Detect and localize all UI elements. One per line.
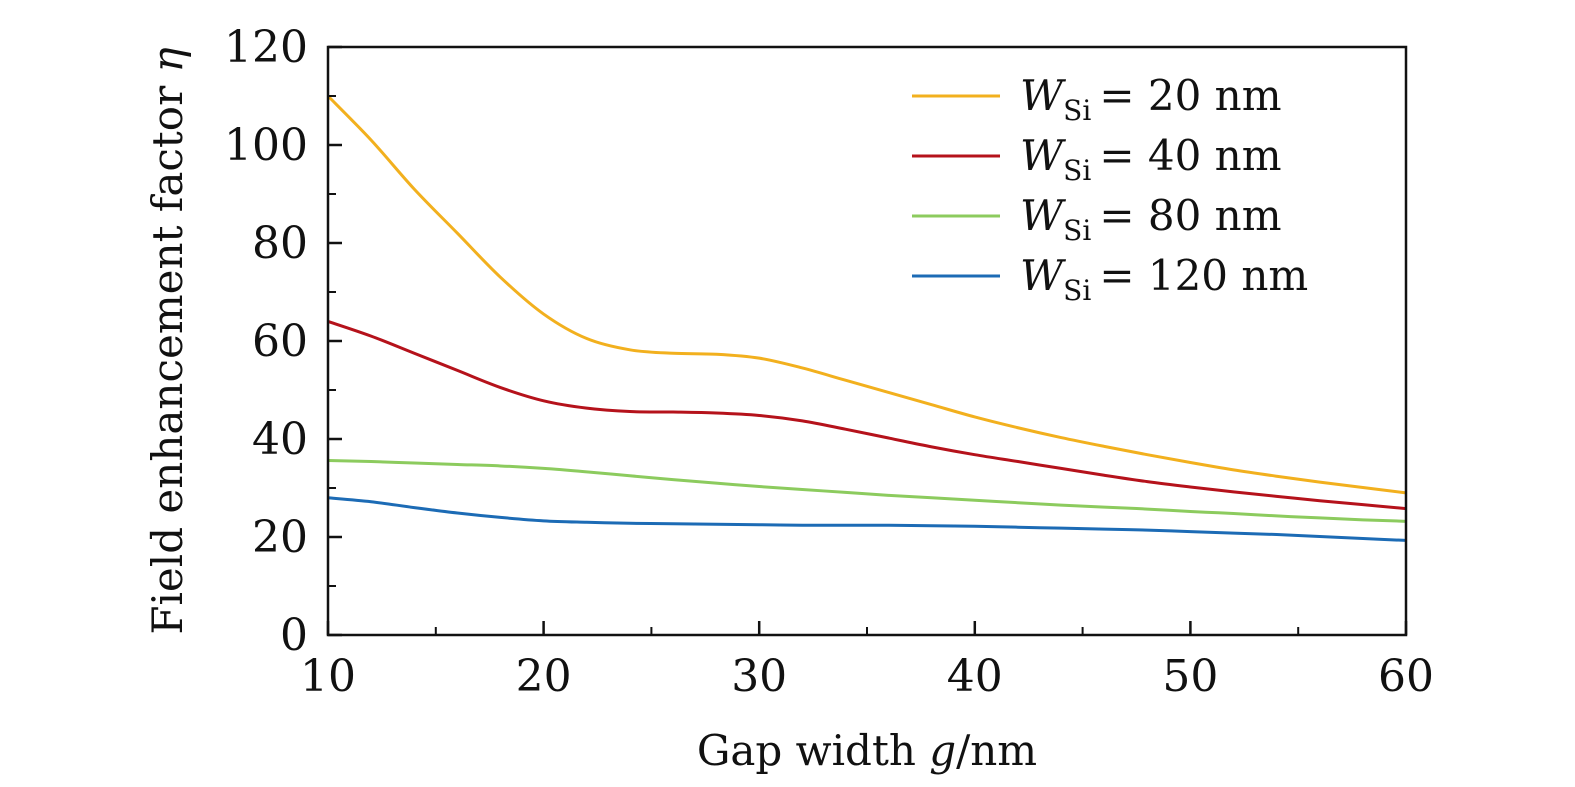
legend-label: WSi = 120 nm [1020, 251, 1308, 307]
series-layer [326, 94, 1407, 542]
legend-entry: WSi = 40 nm [912, 131, 1282, 187]
legend-label: WSi = 20 nm [1020, 71, 1282, 127]
y-tick-label: 20 [252, 512, 308, 563]
y-tick-label: 120 [224, 22, 308, 73]
y-axis-title: Field enhancement factor η [143, 47, 192, 634]
legend-entry: WSi = 120 nm [912, 251, 1308, 307]
y-tick-label: 0 [280, 610, 308, 661]
legend-variable: W [1020, 251, 1067, 300]
x-tick-label: 50 [1162, 651, 1218, 702]
y-axis-title-prefix: Field enhancement factor [143, 72, 192, 634]
legend-subscript: Si [1063, 94, 1091, 127]
legend-label: WSi = 40 nm [1020, 131, 1282, 187]
x-tick-label: 20 [516, 651, 572, 702]
legend-value: = 40 nm [1099, 131, 1281, 180]
series-line-4 [327, 496, 1407, 542]
series-line-2 [327, 319, 1407, 511]
y-tick-label: 80 [252, 218, 308, 269]
y-tick-label: 40 [252, 414, 308, 465]
legend-subscript: Si [1063, 214, 1091, 247]
series-line-3 [327, 459, 1407, 523]
legend-variable: W [1020, 191, 1067, 240]
legend-variable: W [1020, 71, 1067, 120]
y-axis-title-variable: η [143, 47, 192, 72]
legend-value: = 120 nm [1099, 251, 1308, 300]
legend-entry: WSi = 20 nm [912, 71, 1282, 127]
x-axis-title-variable: g [929, 726, 956, 775]
x-tick-label: 60 [1378, 651, 1434, 702]
y-tick-label: 100 [224, 120, 308, 171]
tick-layer: 10 20 30 40 50 60 0 20 40 60 80 100 120 [224, 22, 1434, 702]
x-tick-label: 40 [947, 651, 1003, 702]
legend-value: = 80 nm [1099, 191, 1281, 240]
legend-subscript: Si [1063, 274, 1091, 307]
y-tick-label: 60 [252, 316, 308, 367]
legend-variable: W [1020, 131, 1067, 180]
x-axis-title-suffix: /nm [956, 726, 1037, 775]
legend-label: WSi = 80 nm [1020, 191, 1282, 247]
x-axis-title-prefix: Gap width [697, 726, 929, 775]
x-tick-label: 10 [300, 651, 356, 702]
series-line-1 [326, 94, 1407, 495]
legend-entry: WSi = 80 nm [912, 191, 1282, 247]
legend-value: = 20 nm [1099, 71, 1281, 120]
x-tick-label: 30 [731, 651, 787, 702]
legend-subscript: Si [1063, 154, 1091, 187]
x-axis-title: Gap width g/nm [697, 726, 1037, 775]
